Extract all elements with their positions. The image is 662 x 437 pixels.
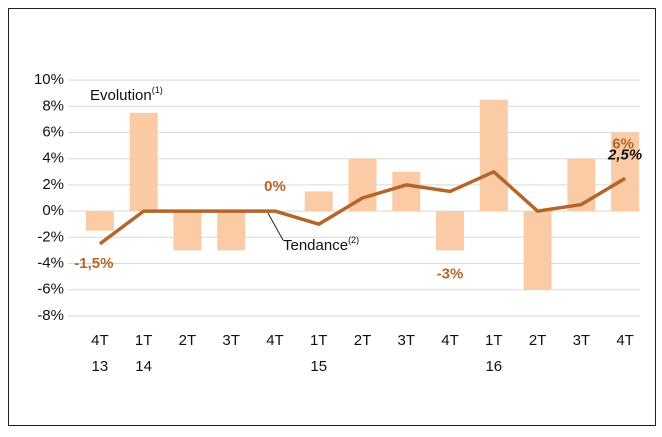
trend-line (98, 170, 627, 246)
series-note: (1) (152, 85, 163, 95)
x-tick-label: 1T (135, 332, 153, 349)
x-tick-label: 1T (310, 332, 328, 349)
bar (436, 211, 465, 251)
data-label: -1,5% (74, 255, 113, 272)
series-name: Evolution (90, 87, 152, 104)
x-tick-label: 16 (485, 358, 502, 375)
series-note: (2) (348, 235, 359, 245)
x-tick-label: 4T (266, 332, 284, 349)
bar (479, 99, 508, 212)
bar (392, 171, 421, 212)
data-label: 2,5% (607, 146, 642, 163)
bar (217, 211, 246, 251)
y-tick-label: 8% (42, 97, 64, 114)
x-tick-label: 4T (441, 332, 459, 349)
y-tick-label: -4% (37, 254, 64, 271)
series-annotation: Tendance(2) (283, 235, 359, 254)
y-tick-label: -6% (37, 281, 64, 298)
x-tick-label: 13 (92, 358, 109, 375)
x-tick-label: 4T (91, 332, 109, 349)
bar (173, 211, 202, 251)
y-tick-label: -2% (37, 228, 64, 245)
x-tick-label: 2T (354, 332, 372, 349)
y-tick-label: 0% (42, 202, 64, 219)
x-tick-label: 3T (222, 332, 240, 349)
x-tick-label: 14 (135, 358, 152, 375)
bar (85, 211, 114, 231)
data-label: 0% (264, 178, 286, 195)
data-label: -3% (437, 265, 464, 282)
y-tick-label: 4% (42, 150, 64, 167)
x-tick-label: 15 (310, 358, 327, 375)
bar (611, 132, 640, 212)
bar (304, 191, 333, 212)
y-tick-label: 6% (42, 123, 64, 140)
leader-line (267, 212, 284, 241)
x-tick-label: 3T (573, 332, 591, 349)
series-name: Tendance (283, 237, 348, 254)
x-tick-label: 2T (529, 332, 547, 349)
y-tick-label: -8% (37, 307, 64, 324)
x-tick-label: 2T (179, 332, 197, 349)
bar (129, 112, 158, 212)
y-tick-label: 2% (42, 176, 64, 193)
series-annotation: Evolution(1) (90, 85, 163, 104)
x-tick-label: 4T (616, 332, 634, 349)
bar (523, 211, 552, 290)
data-label: 6% (612, 135, 634, 152)
x-tick-label: 3T (398, 332, 416, 349)
y-tick-label: 10% (34, 71, 64, 88)
bar (567, 158, 596, 212)
x-tick-label: 1T (485, 332, 503, 349)
